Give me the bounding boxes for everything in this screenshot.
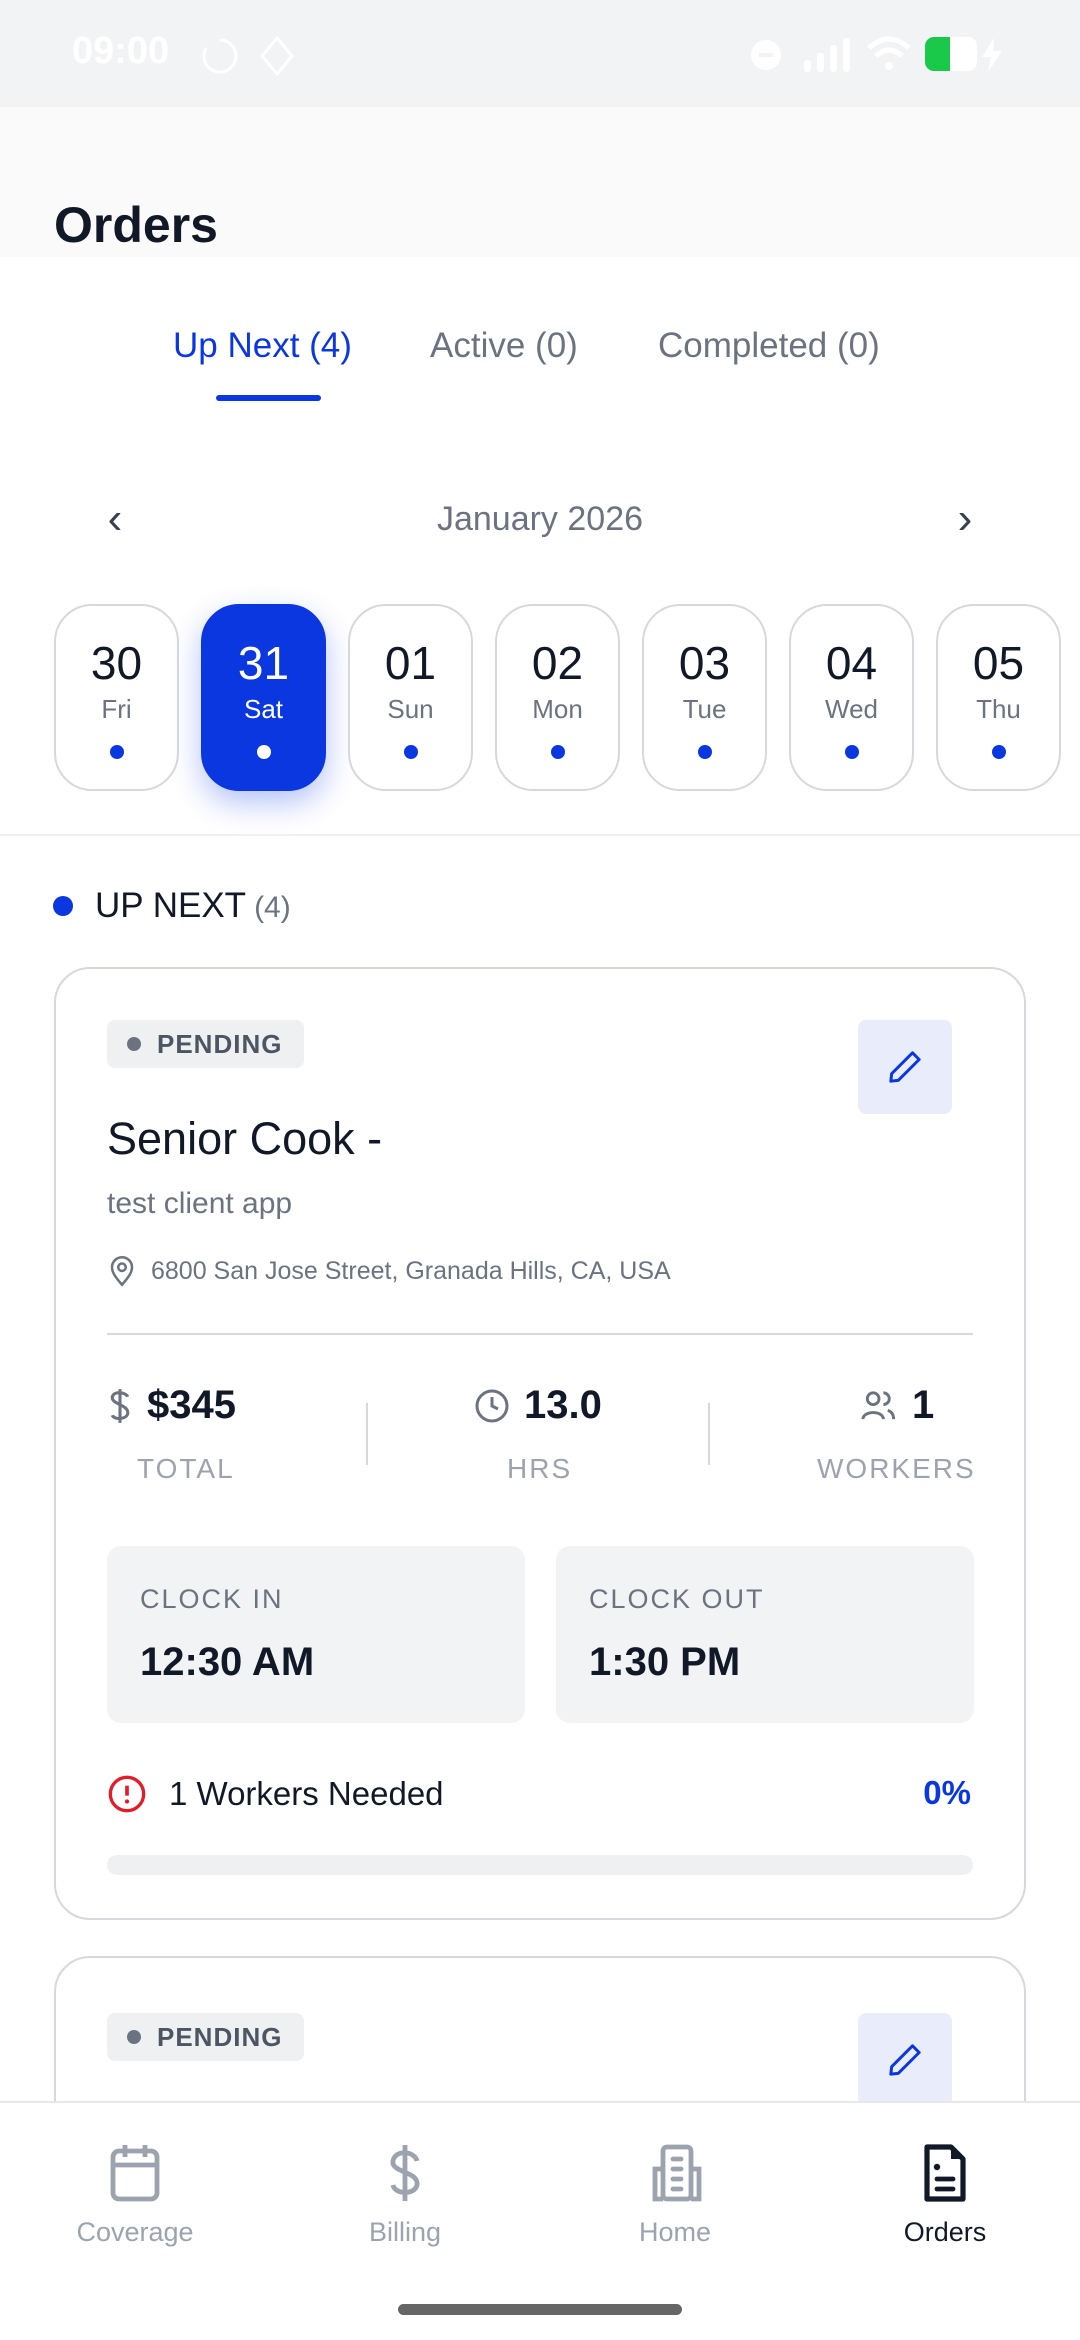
tab-up-next[interactable]: Up Next (4) (173, 326, 352, 365)
has-orders-dot (550, 745, 565, 759)
has-orders-dot (109, 745, 124, 759)
date-chip-30[interactable]: 30 Fri (54, 604, 179, 791)
section-dot (53, 896, 73, 916)
date-number: 04 (825, 637, 878, 689)
bottom-nav: Coverage Billing Home Orders (0, 2101, 1080, 2340)
chevron-left-icon[interactable]: ‹ (107, 494, 123, 543)
weekday: Mon (532, 694, 583, 724)
date-number: 30 (90, 637, 143, 689)
date-chip-31[interactable]: 31 Sat (201, 604, 326, 791)
nav-billing[interactable]: Billing (270, 2143, 540, 2248)
section-heading: UP NEXT (4) (95, 886, 291, 926)
document-icon (924, 2144, 966, 2202)
nav-coverage[interactable]: Coverage (0, 2143, 270, 2248)
status-bar: 09:00 (0, 0, 1080, 107)
date-chip-03[interactable]: 03 Tue (642, 604, 767, 791)
section-count: (4) (254, 891, 291, 924)
page-title: Orders (54, 197, 218, 253)
status-badge: PENDING (107, 1020, 305, 1068)
charging-icon (982, 38, 1002, 72)
edit-button[interactable] (858, 2013, 952, 2107)
date-number: 03 (678, 637, 731, 689)
chevron-right-icon[interactable]: › (957, 494, 973, 543)
clock-icon (475, 1389, 509, 1422)
weekday: Tue (682, 694, 727, 724)
nav-orders[interactable]: Orders (810, 2143, 1080, 2248)
tab-active[interactable]: Active (0) (430, 326, 578, 365)
progress-percent: 0% (923, 1774, 971, 1811)
building-icon (652, 2144, 702, 2202)
date-chip-02[interactable]: 02 Mon (495, 604, 620, 791)
date-chip-01[interactable]: 01 Sun (348, 604, 473, 791)
has-orders-dot (403, 745, 418, 759)
pencil-icon (889, 2044, 921, 2076)
has-orders-dot (991, 745, 1006, 759)
status-time: 09:00 (72, 30, 170, 72)
tab-completed[interactable]: Completed (0) (658, 326, 880, 365)
workers-value: 1 (860, 1383, 934, 1428)
order-card[interactable]: PENDING Senior Cook - test client app 68… (54, 967, 1026, 1920)
progress-bar (107, 1855, 973, 1875)
nav-home[interactable]: Home (540, 2143, 810, 2248)
hours-label: HRS (507, 1453, 573, 1484)
wifi-icon (867, 36, 911, 70)
weekday: Sun (387, 694, 434, 724)
clock-out-box: CLOCK OUT 1:30 PM (556, 1546, 974, 1723)
month-label: January 2026 (436, 500, 644, 538)
has-orders-dot (844, 745, 859, 759)
weekday: Fri (101, 694, 132, 724)
order-title: Senior Cook - (107, 1113, 383, 1164)
active-tab-indicator (216, 395, 321, 401)
location-pin-icon (110, 1256, 134, 1287)
date-number: 01 (384, 637, 437, 689)
hours-value: 13.0 (474, 1383, 602, 1428)
divider (708, 1403, 710, 1465)
calendar-icon (110, 2145, 160, 2202)
date-chip-05[interactable]: 05 Thu (936, 604, 1061, 791)
section-label: UP NEXT (95, 886, 247, 925)
client-name: test client app (107, 1187, 293, 1220)
has-orders-dot (256, 745, 271, 759)
date-number: 02 (531, 637, 584, 689)
address: 6800 San Jose Street, Granada Hills, CA,… (107, 1254, 671, 1288)
home-indicator[interactable] (398, 2304, 682, 2315)
weekday: Thu (976, 694, 1021, 724)
total-label: TOTAL (137, 1453, 235, 1484)
date-chip-04[interactable]: 04 Wed (789, 604, 914, 791)
weekday: Wed (825, 694, 878, 724)
clock-in-box: CLOCK IN 12:30 AM (107, 1546, 525, 1723)
divider (366, 1403, 368, 1465)
status-badge: PENDING (107, 2013, 305, 2061)
signal-icon (804, 38, 850, 72)
app-notification-icon (260, 36, 294, 76)
weekday: Sat (243, 694, 284, 724)
loading-icon (202, 38, 238, 74)
workers-needed: 1 Workers Needed (107, 1774, 444, 1814)
has-orders-dot (697, 745, 712, 759)
pencil-icon (889, 1051, 921, 1083)
dnd-icon (751, 40, 781, 70)
header (0, 107, 1080, 257)
battery-icon (925, 37, 977, 71)
users-icon (861, 1390, 896, 1420)
workers-label: WORKERS (817, 1453, 976, 1484)
edit-button[interactable] (858, 1020, 952, 1114)
divider (107, 1333, 973, 1335)
date-number: 31 (237, 637, 290, 689)
dollar-icon (110, 1388, 130, 1423)
divider (0, 834, 1080, 836)
total-value: $345 (107, 1383, 236, 1428)
date-number: 05 (972, 637, 1025, 689)
dollar-icon (390, 2145, 420, 2201)
alert-circle-icon (108, 1775, 146, 1813)
